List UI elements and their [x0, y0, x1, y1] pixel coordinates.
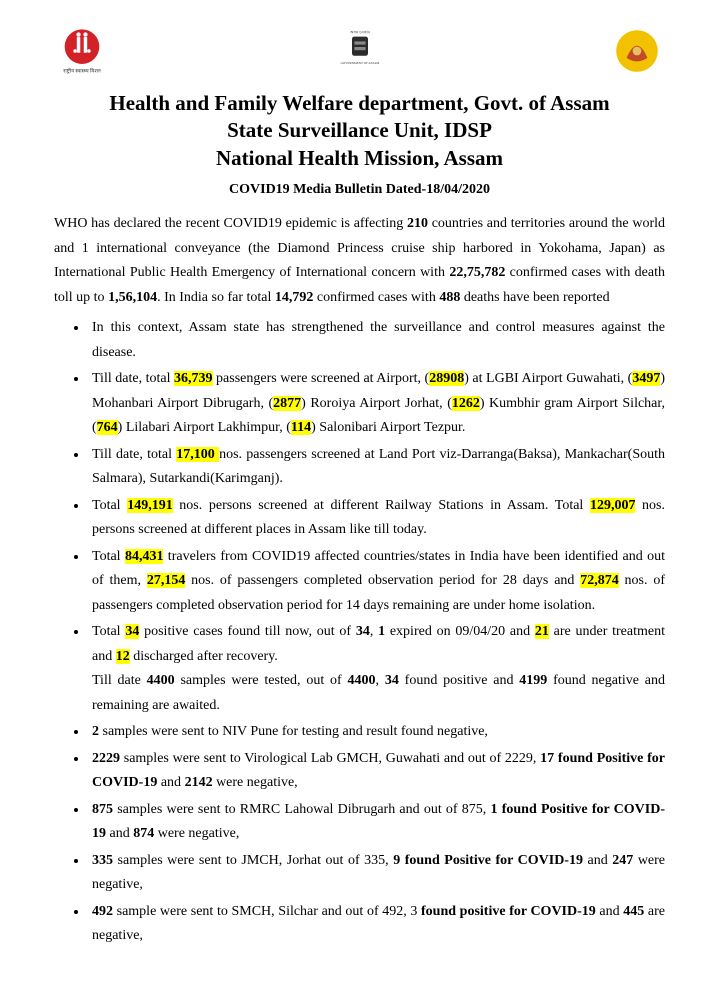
list-item: 2 samples were sent to NIV Pune for test… [88, 720, 665, 745]
nhm-family-logo: राष्ट्रीय स्वास्थ्य मिशन [54, 25, 110, 77]
idsp-logo [609, 25, 665, 77]
list-item: 335 samples were sent to JMCH, Jorhat ou… [88, 849, 665, 898]
list-item: In this context, Assam state has strengt… [88, 316, 665, 365]
list-item: Total 34 positive cases found till now, … [88, 620, 665, 718]
list-item: Total 149,191 nos. persons screened at d… [88, 494, 665, 543]
list-item: 2229 samples were sent to Virological La… [88, 747, 665, 796]
title-line-2: State Surveillance Unit, IDSP [54, 117, 665, 144]
list-item: Till date, total 17,100 nos. passengers … [88, 443, 665, 492]
intro-paragraph: WHO has declared the recent COVID19 epid… [54, 212, 665, 310]
list-item: 875 samples were sent to RMRC Lahowal Di… [88, 798, 665, 847]
list-item: Total 84,431 travelers from COVID19 affe… [88, 545, 665, 619]
bulletin-date-prefix: Dated- [382, 182, 426, 197]
svg-text:राष्ट्रीय स्वास्थ्य मिशन: राष्ट्रीय स्वास्थ्य मिशन [63, 68, 101, 75]
list-item: Till date, total 36,739 passengers were … [88, 367, 665, 441]
govt-of-assam-emblem: অসম চৰকাৰ GOVERNMENT OF ASSAM [332, 25, 388, 77]
logo-row: राष्ट्रीय स्वास्थ्य मिशन অসম চৰকাৰ GOVER… [54, 24, 665, 78]
document-title: Health and Family Welfare department, Go… [54, 90, 665, 172]
title-line-3: National Health Mission, Assam [54, 145, 665, 172]
svg-text:GOVERNMENT OF ASSAM: GOVERNMENT OF ASSAM [340, 61, 379, 65]
bullet-list: In this context, Assam state has strengt… [54, 316, 665, 949]
bulletin-subtitle: COVID19 Media Bulletin Dated-18/04/2020 [54, 178, 665, 203]
bulletin-label: COVID19 Media Bulletin [229, 182, 382, 197]
svg-text:অসম চৰকাৰ: অসম চৰকাৰ [349, 29, 371, 34]
list-item: 492 sample were sent to SMCH, Silchar an… [88, 900, 665, 949]
title-line-1: Health and Family Welfare department, Go… [54, 90, 665, 117]
bulletin-date: 18/04/2020 [426, 182, 490, 197]
